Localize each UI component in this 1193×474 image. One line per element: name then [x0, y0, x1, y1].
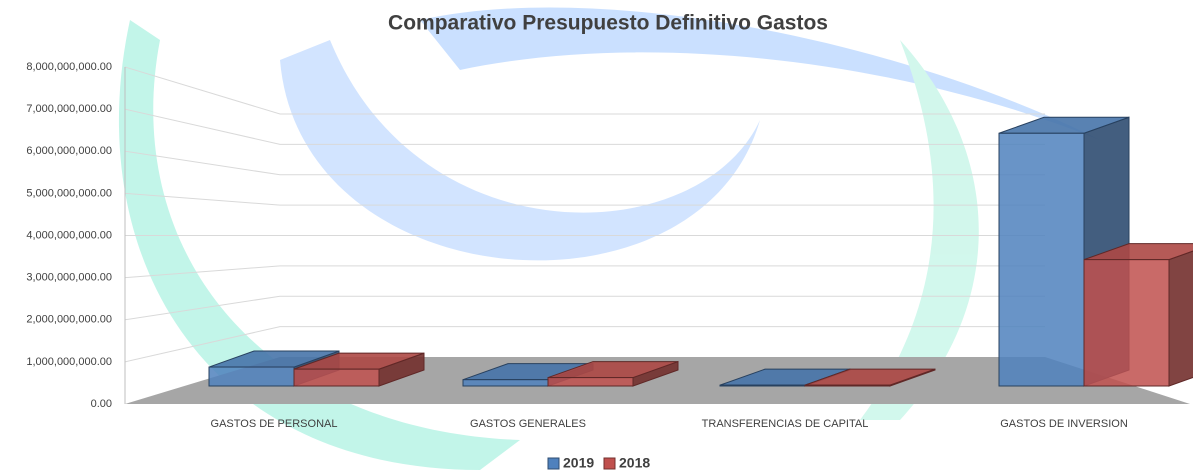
y-tick-label: 6,000,000,000.00 — [26, 145, 112, 157]
y-tick-label: 2,000,000,000.00 — [26, 314, 112, 326]
y-tick-label: 8,000,000,000.00 — [26, 61, 112, 73]
bar — [293, 368, 380, 387]
grid-line — [124, 192, 1045, 206]
legend-swatch — [603, 457, 616, 470]
legend-swatch — [547, 457, 560, 470]
bar — [804, 384, 891, 387]
bar — [1083, 259, 1170, 387]
grid-line — [124, 150, 1045, 176]
y-tick-label: 7,000,000,000.00 — [26, 103, 112, 115]
bar — [462, 379, 549, 387]
x-tick-label: GASTOS DE PERSONAL — [211, 418, 338, 430]
grid-line — [124, 326, 1045, 363]
x-tick-label: GASTOS DE INVERSION — [1000, 418, 1128, 430]
grid-line — [124, 66, 1045, 115]
grid-line — [124, 265, 1045, 279]
legend-label: 2018 — [619, 455, 650, 471]
x-tick-label: GASTOS GENERALES — [470, 418, 586, 430]
y-tick-label: 1,000,000,000.00 — [26, 356, 112, 368]
bar-side — [1168, 250, 1193, 387]
bar — [208, 366, 295, 387]
bar — [719, 384, 806, 387]
y-tick-label: 4,000,000,000.00 — [26, 229, 112, 241]
grid-line — [124, 108, 1045, 145]
y-tick-label: 5,000,000,000.00 — [26, 187, 112, 199]
legend-label: 2019 — [563, 455, 594, 471]
y-tick-label: 3,000,000,000.00 — [26, 272, 112, 284]
bar — [998, 132, 1085, 387]
grid-line — [124, 295, 1045, 321]
chart-title: Comparativo Presupuesto Definitivo Gasto… — [388, 12, 828, 35]
x-tick-label: TRANSFERENCIAS DE CAPITAL — [702, 418, 869, 430]
bar — [547, 377, 634, 387]
y-tick-label: 0.00 — [91, 398, 112, 410]
